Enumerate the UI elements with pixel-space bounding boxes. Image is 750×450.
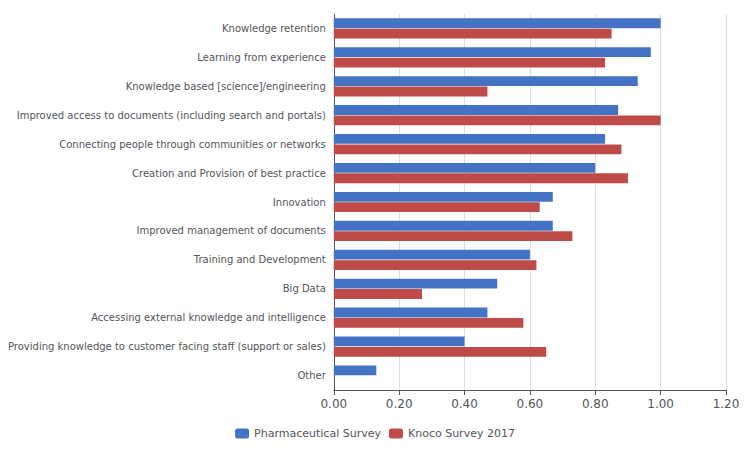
svg-text:Providing knowledge to custome: Providing knowledge to customer facing s… <box>8 341 326 352</box>
svg-text:Learning from experience: Learning from experience <box>197 52 325 63</box>
svg-text:Accessing external knowledge a: Accessing external knowledge and intelli… <box>91 312 326 323</box>
svg-text:Connecting people through comm: Connecting people through communities or… <box>59 139 326 150</box>
svg-text:0.60: 0.60 <box>517 397 544 411</box>
svg-text:Knowledge retention: Knowledge retention <box>222 23 326 34</box>
svg-text:0.40: 0.40 <box>451 397 478 411</box>
svg-text:Training and Development: Training and Development <box>193 254 326 265</box>
svg-text:Knoco Survey 2017: Knoco Survey 2017 <box>408 427 515 440</box>
svg-text:Knowledge based [science]/engi: Knowledge based [science]/engineering <box>126 81 326 92</box>
svg-text:Other: Other <box>297 370 326 381</box>
svg-text:Creation and Provision of best: Creation and Provision of best practice <box>132 168 326 179</box>
svg-text:Big Data: Big Data <box>283 283 326 294</box>
svg-text:Innovation: Innovation <box>273 197 326 208</box>
svg-text:0.00: 0.00 <box>320 397 347 411</box>
svg-text:1.00: 1.00 <box>647 397 674 411</box>
svg-text:0.80: 0.80 <box>582 397 609 411</box>
svg-text:Improved access to documents (: Improved access to documents (including … <box>17 110 326 121</box>
svg-text:0.20: 0.20 <box>386 397 413 411</box>
svg-text:Pharmaceutical Survey: Pharmaceutical Survey <box>254 427 381 440</box>
svg-text:Improved management of documen: Improved management of documents <box>137 225 326 236</box>
svg-text:1.20: 1.20 <box>713 397 740 411</box>
